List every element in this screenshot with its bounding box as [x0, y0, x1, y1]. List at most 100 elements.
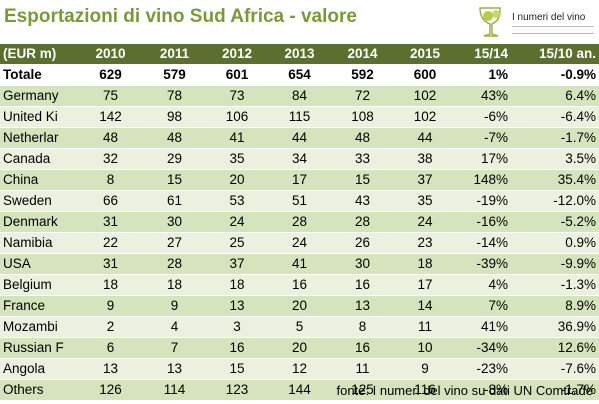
- data-table: (EUR m) 2010 2011 2012 2013 2014 2015 15/14 15/1…: [0, 44, 599, 400]
- table-cell: 24: [206, 211, 268, 233]
- table-cell: 33: [331, 148, 394, 170]
- table-cell: -39%: [456, 253, 511, 275]
- table-cell: 48: [143, 127, 206, 149]
- table-cell: 32: [78, 148, 143, 170]
- table-cell: 18: [143, 274, 206, 296]
- table-cell: 23: [394, 232, 456, 254]
- table-cell: 0.9%: [511, 232, 599, 254]
- table-cell: 7: [143, 337, 206, 359]
- logo-tagline-decoration: [512, 26, 594, 34]
- table-cell: 18: [394, 253, 456, 275]
- table-cell: 61: [143, 190, 206, 212]
- row-label: Canada: [0, 148, 78, 170]
- logo-text: I numeri del vino: [512, 12, 586, 23]
- table-cell: 10: [394, 337, 456, 359]
- table-cell: 24: [268, 232, 331, 254]
- total-row: Totale 629 579 601 654 592 600 1% -0.9%: [0, 64, 599, 86]
- table-cell: 36.9%: [511, 316, 599, 338]
- table-cell: 31: [78, 253, 143, 275]
- table-cell: 22: [78, 232, 143, 254]
- table-cell: -14%: [456, 232, 511, 254]
- table-cell: -19%: [456, 190, 511, 212]
- table-cell: 16: [331, 337, 394, 359]
- row-label: Angola: [0, 358, 78, 380]
- table-cell: 126: [78, 379, 143, 400]
- table-cell: -9.9%: [511, 253, 599, 275]
- table-cell: -1.7%: [511, 127, 599, 149]
- table-cell: 592: [331, 64, 394, 86]
- table-cell: 3: [206, 316, 268, 338]
- table-cell: 144: [268, 379, 331, 400]
- table-cell: 108: [331, 106, 394, 128]
- table-cell: 629: [78, 64, 143, 86]
- table-cell: 73: [206, 85, 268, 107]
- table-cell: 43: [331, 190, 394, 212]
- table-row: Canada 32 29 35 34 33 38 17% 3.5%: [0, 148, 599, 170]
- table-cell: 13: [206, 295, 268, 317]
- table-cell: 31: [78, 211, 143, 233]
- wine-glass-icon: [479, 7, 501, 37]
- row-label: Mozambi: [0, 316, 78, 338]
- table-cell: 15: [206, 358, 268, 380]
- table-cell: 142: [78, 106, 143, 128]
- row-label: Others: [0, 379, 78, 400]
- table-row: USA 31 28 37 41 30 18 -39% -9.9%: [0, 253, 599, 275]
- table-cell: 17: [394, 274, 456, 296]
- table-cell: -6%: [456, 106, 511, 128]
- table-cell: 8: [331, 316, 394, 338]
- table-cell: 41: [206, 127, 268, 149]
- table-cell: -1.7%: [511, 379, 599, 400]
- table-cell: 28: [331, 211, 394, 233]
- table-cell: -7.6%: [511, 358, 599, 380]
- table-cell: 654: [268, 64, 331, 86]
- table-cell: 6.4%: [511, 85, 599, 107]
- table-cell: 115: [268, 106, 331, 128]
- table-cell: -7%: [456, 127, 511, 149]
- table-cell: 29: [143, 148, 206, 170]
- table-cell: 24: [394, 211, 456, 233]
- table-cell: 4: [143, 316, 206, 338]
- table-cell: 5: [268, 316, 331, 338]
- table-cell: 41%: [456, 316, 511, 338]
- column-header: 2012: [206, 44, 268, 65]
- table-cell: 9: [78, 295, 143, 317]
- row-label: Netherlar: [0, 127, 78, 149]
- table-cell: 12: [268, 358, 331, 380]
- table-cell: 43%: [456, 85, 511, 107]
- column-header: 2015: [394, 44, 456, 65]
- table-cell: 26: [331, 232, 394, 254]
- column-header: 15/14: [456, 44, 511, 65]
- table-cell: 11: [331, 358, 394, 380]
- table-cell: -0.9%: [511, 64, 599, 86]
- table-cell: 13: [331, 295, 394, 317]
- table-row: Germany 75 78 73 84 72 102 43% 6.4%: [0, 85, 599, 107]
- table-cell: 20: [206, 169, 268, 191]
- table-row: Sweden 66 61 53 51 43 35 -19% -12.0%: [0, 190, 599, 212]
- table-cell: 13: [143, 358, 206, 380]
- table-cell: 9: [394, 358, 456, 380]
- table-cell: 17%: [456, 148, 511, 170]
- table-cell: 116: [394, 379, 456, 400]
- table-cell: 102: [394, 106, 456, 128]
- table-cell: 6: [78, 337, 143, 359]
- table-cell: 148%: [456, 169, 511, 191]
- table-cell: -23%: [456, 358, 511, 380]
- row-label: Russian F: [0, 337, 78, 359]
- table-cell: 9: [143, 295, 206, 317]
- table-cell: 98: [143, 106, 206, 128]
- row-label: France: [0, 295, 78, 317]
- table-header-row: (EUR m) 2010 2011 2012 2013 2014 2015 15/14 15/1…: [0, 44, 599, 65]
- table-cell: 106: [206, 106, 268, 128]
- row-label: USA: [0, 253, 78, 275]
- table-cell: 41: [268, 253, 331, 275]
- table-cell: 48: [78, 127, 143, 149]
- row-label: Totale: [0, 64, 78, 86]
- table-cell: 16: [268, 274, 331, 296]
- table-cell: 25: [206, 232, 268, 254]
- row-label: United Ki: [0, 106, 78, 128]
- table-cell: 7%: [456, 295, 511, 317]
- table-cell: 4%: [456, 274, 511, 296]
- table-cell: 35: [394, 190, 456, 212]
- table-cell: 15: [331, 169, 394, 191]
- table-cell: 102: [394, 85, 456, 107]
